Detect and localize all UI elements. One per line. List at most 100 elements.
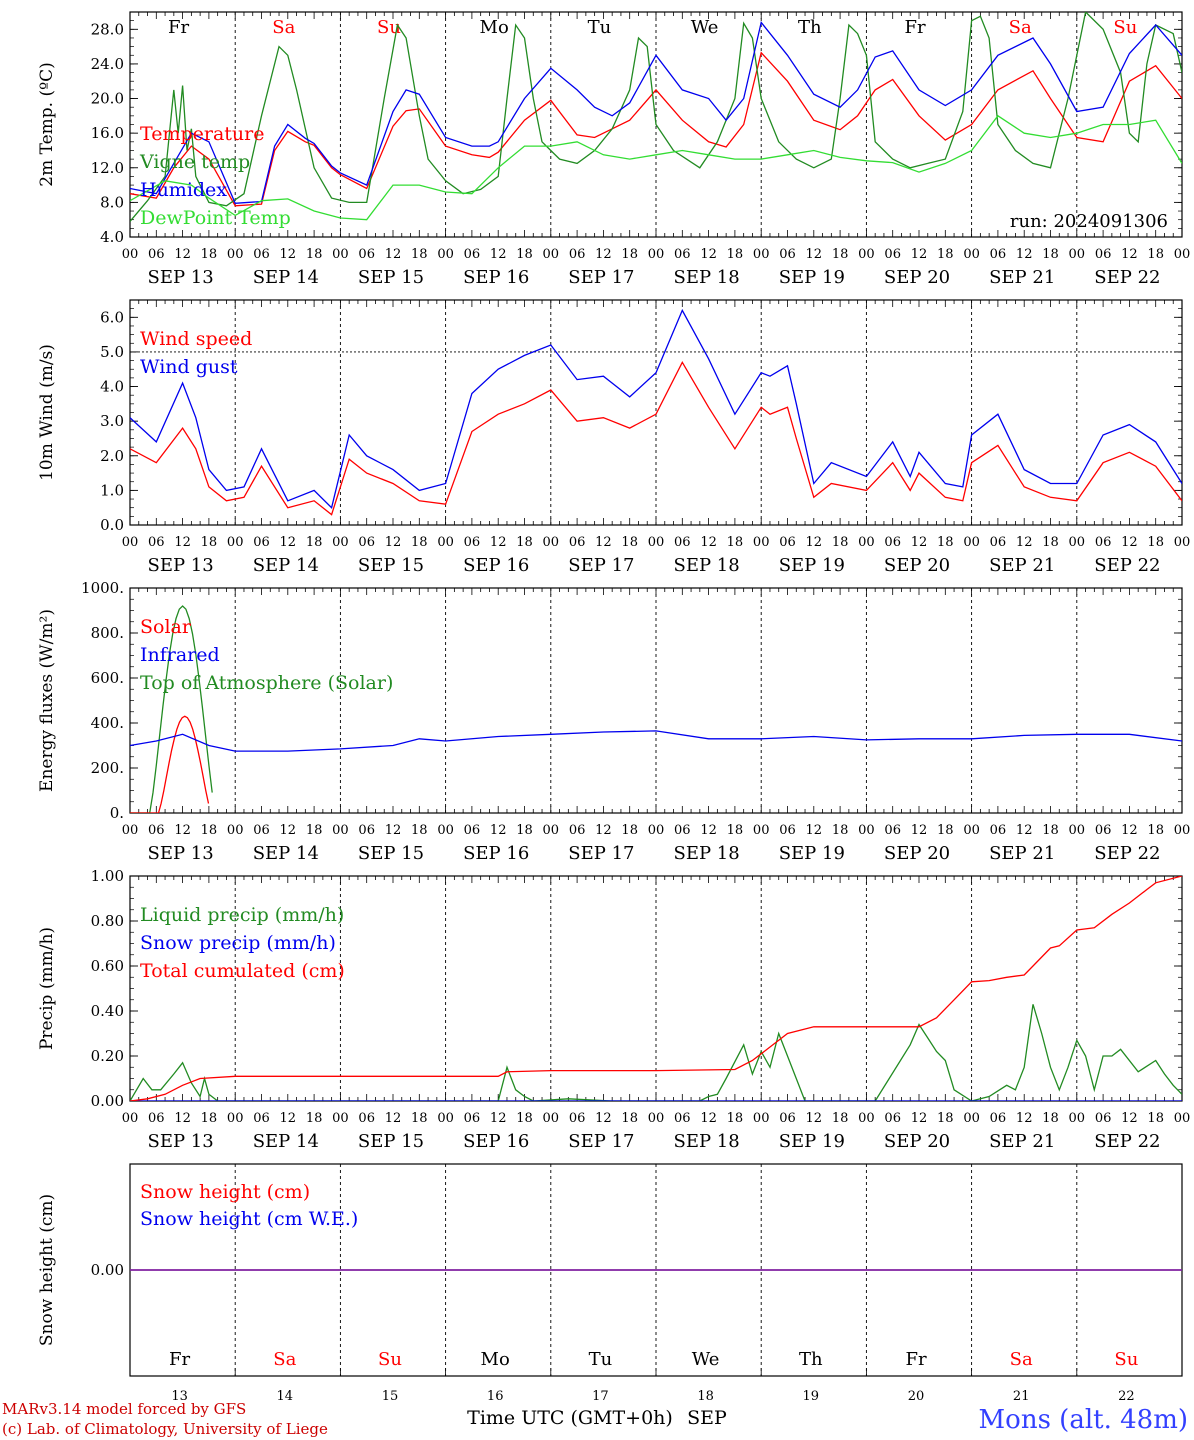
- x-hour-label: 06: [253, 1111, 270, 1126]
- weekday-label: Tu: [588, 17, 612, 38]
- wind-y-tick-label: 5.0: [100, 343, 124, 361]
- temp-y-tick-label: 4.0: [100, 228, 124, 246]
- x-hour-label: 06: [779, 247, 796, 262]
- temp-series-humidex-line: [130, 20, 1182, 204]
- x-hour-label: 00: [648, 823, 665, 838]
- x-hour-label: 12: [806, 1111, 823, 1126]
- x-hour-label: 06: [253, 247, 270, 262]
- x-hour-label: 00: [1174, 1111, 1191, 1126]
- x-day-label: SEP 22: [1094, 1131, 1160, 1152]
- snow-legend-snow_height: Snow height (cm): [140, 1181, 310, 1203]
- wind-series-wind_gust-line: [130, 308, 1182, 509]
- x-day-label: SEP 17: [568, 555, 634, 576]
- weekday-label: Sa: [1009, 17, 1032, 38]
- day-number-label: 21: [1013, 1389, 1030, 1404]
- x-hour-label: 06: [990, 1111, 1007, 1126]
- x-hour-label: 06: [464, 823, 481, 838]
- x-day-label: SEP 19: [779, 843, 845, 864]
- wind-y-tick-label: 4.0: [100, 378, 124, 396]
- x-hour-label: 06: [990, 823, 1007, 838]
- x-day-label: SEP 14: [253, 267, 319, 288]
- weekday-label: Mo: [481, 1349, 510, 1370]
- x-day-label: SEP 22: [1094, 843, 1160, 864]
- x-hour-label: 06: [464, 535, 481, 550]
- x-hour-label: 18: [201, 823, 218, 838]
- x-hour-label: 12: [1121, 823, 1138, 838]
- x-hour-label: 00: [122, 1111, 139, 1126]
- x-hour-label: 00: [543, 1111, 560, 1126]
- x-hour-label: 00: [227, 535, 244, 550]
- x-hour-label: 18: [937, 247, 954, 262]
- snow-y-axis-label: Snow height (cm): [37, 1194, 57, 1346]
- x-day-label: SEP 17: [568, 843, 634, 864]
- energy-y-tick-label: 600.: [91, 669, 124, 687]
- day-number-label: 22: [1118, 1389, 1135, 1404]
- x-day-label: SEP 18: [673, 267, 739, 288]
- x-hour-label: 00: [227, 823, 244, 838]
- x-hour-label: 06: [464, 1111, 481, 1126]
- weekday-label: Fr: [904, 17, 925, 38]
- x-hour-label: 18: [516, 823, 533, 838]
- x-day-label: SEP 16: [463, 267, 529, 288]
- x-hour-label: 18: [937, 1111, 954, 1126]
- x-hour-label: 06: [358, 1111, 375, 1126]
- x-hour-label: 00: [963, 1111, 980, 1126]
- x-hour-label: 12: [1121, 535, 1138, 550]
- x-hour-label: 18: [727, 1111, 744, 1126]
- x-day-label: SEP 17: [568, 267, 634, 288]
- x-hour-label: 12: [595, 823, 612, 838]
- x-hour-label: 12: [280, 823, 297, 838]
- x-hour-label: 00: [332, 535, 349, 550]
- energy-y-axis-label: Energy fluxes (W/m²): [37, 609, 57, 792]
- day-number-label: 15: [382, 1389, 399, 1404]
- x-hour-label: 06: [674, 247, 691, 262]
- x-hour-label: 00: [858, 535, 875, 550]
- x-hour-label: 12: [700, 823, 717, 838]
- precip-y-tick-label: 0.40: [91, 1002, 124, 1020]
- x-hour-label: 18: [937, 823, 954, 838]
- wind-legend-wind_speed: Wind speed: [140, 328, 252, 350]
- x-hour-label: 06: [674, 823, 691, 838]
- x-day-label: SEP 14: [253, 555, 319, 576]
- x-hour-label: 06: [884, 535, 901, 550]
- x-hour-label: 00: [332, 1111, 349, 1126]
- x-hour-label: 18: [201, 535, 218, 550]
- precip-y-tick-label: 0.20: [91, 1047, 124, 1065]
- temp-legend-temperature: Temperature: [140, 123, 264, 145]
- x-day-label: SEP 21: [989, 555, 1055, 576]
- x-day-label: SEP 20: [884, 1131, 950, 1152]
- x-hour-label: 00: [332, 247, 349, 262]
- temp-series-dewpoint-line: [130, 114, 1182, 221]
- precip-legend-cumul: Total cumulated (cm): [140, 960, 345, 982]
- x-hour-label: 12: [280, 535, 297, 550]
- x-day-label: SEP 19: [779, 555, 845, 576]
- x-hour-label: 06: [779, 823, 796, 838]
- x-hour-label: 18: [832, 823, 849, 838]
- x-hour-label: 12: [280, 1111, 297, 1126]
- weekday-label: Th: [798, 17, 822, 38]
- weekday-label: Su: [378, 1349, 402, 1370]
- x-hour-label: 00: [753, 535, 770, 550]
- x-hour-label: 18: [306, 247, 323, 262]
- precip-y-tick-label: 0.80: [91, 912, 124, 930]
- x-hour-label: 06: [358, 535, 375, 550]
- x-hour-label: 12: [595, 247, 612, 262]
- x-hour-label: 06: [148, 823, 165, 838]
- x-hour-label: 18: [411, 247, 428, 262]
- x-hour-label: 00: [858, 247, 875, 262]
- x-hour-label: 18: [306, 1111, 323, 1126]
- x-hour-label: 06: [253, 535, 270, 550]
- temp-legend-humidex: Humidex: [140, 179, 227, 201]
- x-day-label: SEP 20: [884, 267, 950, 288]
- x-hour-label: 12: [1016, 823, 1033, 838]
- x-hour-label: 00: [122, 247, 139, 262]
- x-hour-label: 18: [411, 823, 428, 838]
- x-hour-label: 06: [569, 823, 586, 838]
- x-hour-label: 06: [1095, 535, 1112, 550]
- energy-legend-infrared: Infrared: [140, 644, 220, 666]
- x-hour-label: 06: [358, 247, 375, 262]
- energy-series-infrared-line: [130, 730, 1182, 752]
- x-hour-label: 18: [727, 823, 744, 838]
- x-day-label: SEP 14: [253, 1131, 319, 1152]
- x-hour-label: 18: [1147, 535, 1164, 550]
